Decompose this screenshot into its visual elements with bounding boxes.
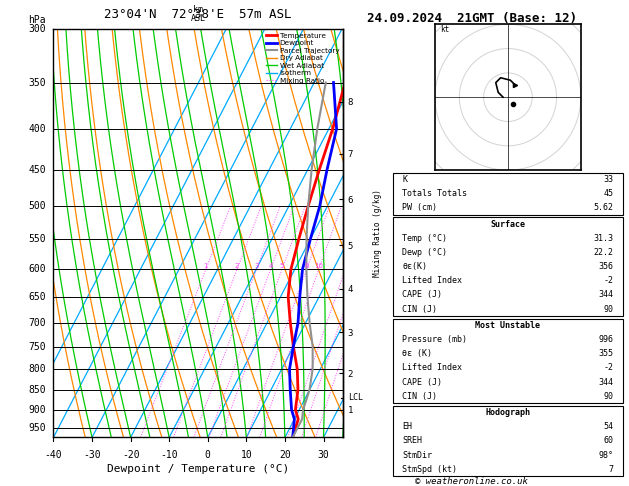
Text: 10: 10	[240, 450, 252, 460]
Text: 10: 10	[314, 263, 323, 269]
Text: θε (K): θε (K)	[403, 349, 432, 358]
Text: StmSpd (kt): StmSpd (kt)	[403, 465, 457, 474]
Text: 8: 8	[304, 263, 309, 269]
Text: 650: 650	[28, 292, 47, 302]
Text: © weatheronline.co.uk: © weatheronline.co.uk	[415, 476, 528, 486]
Text: 850: 850	[28, 385, 47, 395]
Text: K: K	[403, 175, 408, 184]
Text: Mixing Ratio (g/kg): Mixing Ratio (g/kg)	[373, 190, 382, 277]
Text: 750: 750	[28, 342, 47, 351]
Text: 54: 54	[604, 422, 613, 432]
Text: 950: 950	[28, 423, 47, 434]
Text: θε(K): θε(K)	[403, 262, 427, 271]
Text: 60: 60	[604, 436, 613, 446]
Text: 450: 450	[28, 165, 47, 174]
Text: Lifted Index: Lifted Index	[403, 364, 462, 372]
Text: EH: EH	[403, 422, 412, 432]
Text: -40: -40	[45, 450, 62, 460]
Text: CAPE (J): CAPE (J)	[403, 378, 442, 386]
Text: Surface: Surface	[491, 220, 525, 229]
Text: -2: -2	[604, 277, 613, 285]
Text: kt: kt	[440, 25, 449, 34]
Text: -30: -30	[83, 450, 101, 460]
Text: 300: 300	[28, 24, 47, 34]
Text: 800: 800	[28, 364, 47, 374]
Text: 31.3: 31.3	[594, 234, 613, 243]
Text: 7: 7	[608, 465, 613, 474]
Text: StmDir: StmDir	[403, 451, 432, 460]
Text: 24.09.2024  21GMT (Base: 12): 24.09.2024 21GMT (Base: 12)	[367, 12, 577, 25]
Text: 45: 45	[604, 189, 613, 198]
Text: -10: -10	[160, 450, 178, 460]
Text: Dewp (°C): Dewp (°C)	[403, 248, 447, 257]
Text: 900: 900	[28, 405, 47, 415]
Text: PW (cm): PW (cm)	[403, 203, 437, 212]
Text: 0: 0	[205, 450, 211, 460]
Text: CIN (J): CIN (J)	[403, 305, 437, 313]
Text: Pressure (mb): Pressure (mb)	[403, 335, 467, 344]
Text: Dewpoint / Temperature (°C): Dewpoint / Temperature (°C)	[107, 464, 289, 474]
Text: 550: 550	[28, 234, 47, 244]
Text: km
ASL: km ASL	[191, 5, 206, 23]
Text: 33: 33	[604, 175, 613, 184]
Text: 3: 3	[254, 263, 259, 269]
Legend: Temperature, Dewpoint, Parcel Trajectory, Dry Adiabat, Wet Adiabat, Isotherm, Mi: Temperature, Dewpoint, Parcel Trajectory…	[266, 33, 339, 84]
Text: 700: 700	[28, 318, 47, 328]
Text: 500: 500	[28, 201, 47, 211]
Text: Most Unstable: Most Unstable	[476, 321, 540, 330]
Text: CIN (J): CIN (J)	[403, 392, 437, 400]
Text: 90: 90	[604, 392, 613, 400]
Text: 600: 600	[28, 264, 47, 274]
Text: 1: 1	[204, 263, 208, 269]
Text: 344: 344	[599, 378, 613, 386]
Text: 4: 4	[269, 263, 273, 269]
Text: SREH: SREH	[403, 436, 422, 446]
Text: 30: 30	[318, 450, 330, 460]
Text: 2: 2	[235, 263, 239, 269]
Text: 344: 344	[599, 291, 613, 299]
Text: Hodograph: Hodograph	[486, 408, 530, 417]
Text: 22.2: 22.2	[594, 248, 613, 257]
Text: CAPE (J): CAPE (J)	[403, 291, 442, 299]
Text: 98°: 98°	[599, 451, 613, 460]
Text: -2: -2	[604, 364, 613, 372]
Text: Totals Totals: Totals Totals	[403, 189, 467, 198]
Text: 20: 20	[279, 450, 291, 460]
Text: 350: 350	[28, 78, 47, 87]
Text: hPa: hPa	[28, 15, 47, 25]
Text: 996: 996	[599, 335, 613, 344]
Text: 5: 5	[280, 263, 284, 269]
Text: -20: -20	[122, 450, 140, 460]
Text: Temp (°C): Temp (°C)	[403, 234, 447, 243]
Text: LCL: LCL	[348, 394, 364, 402]
Text: 400: 400	[28, 124, 47, 134]
Text: 356: 356	[599, 262, 613, 271]
Text: Lifted Index: Lifted Index	[403, 277, 462, 285]
Text: 5.62: 5.62	[594, 203, 613, 212]
Text: 90: 90	[604, 305, 613, 313]
Text: 23°04'N  72°38'E  57m ASL: 23°04'N 72°38'E 57m ASL	[104, 8, 292, 21]
Text: 355: 355	[599, 349, 613, 358]
